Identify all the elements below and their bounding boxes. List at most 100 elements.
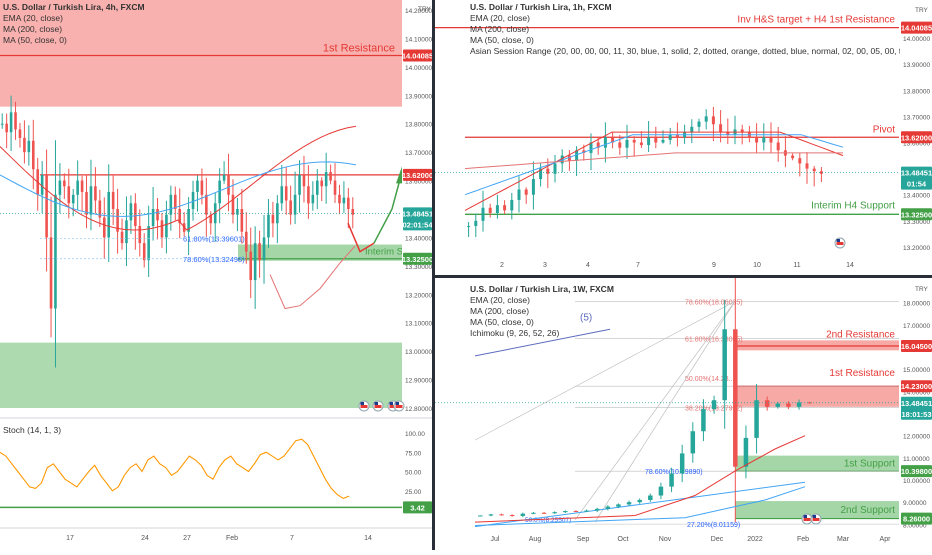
vertical-divider[interactable] [432,0,435,550]
c1h-candle [467,226,471,228]
c4h-candle [218,180,221,204]
c1h-candle [517,189,521,200]
pivot-price-tag: 13.62000 [901,133,932,142]
chart-1h-ma50: MA (50, close, 0) [470,35,534,45]
y-tick-label: 13.40000 [405,235,432,242]
c4h-candle [209,214,213,224]
res2-label: 2nd Resistance [826,329,895,340]
chart-1w[interactable]: 2nd Resistance 1st Resistance 1st Support 2… [435,273,932,550]
y-tick-label: 11.00000 [903,456,930,463]
chart-4h-stoch-title: Stoch (14, 1, 3) [3,425,62,435]
x-tick-label: 14 [364,535,372,542]
res2-price-tag: 16.04500 [901,342,932,351]
y-tick-label: 13.70000 [405,150,432,157]
c1h-candle [539,168,543,180]
c4h-candle [227,174,230,195]
ma200-line [269,245,356,310]
c1w-candle [531,512,536,514]
c4h-candle [129,203,133,221]
sup1-price-tag: 10.39800 [901,467,932,476]
c4h-candle [231,194,235,215]
flag-icon-canton [389,402,393,405]
c1w-candle [584,510,589,512]
c1h-candle [647,137,651,146]
c1w-candle [520,513,526,516]
pivot-price-tag: 13.62000 [402,171,432,180]
ma50-line [0,161,357,217]
fib-fan-line [594,301,736,523]
y-tick-label: 12.00000 [903,434,930,441]
countdown-tag: 02:01:54 [402,220,432,229]
support-price-tag-box [403,252,432,265]
y-tick-label: 13.00000 [405,349,432,356]
c1h-candle [661,139,665,143]
sup2-price-tag: 8.26000 [903,515,930,524]
chart-1w-header: U.S. Dollar / Turkish Lira, 1W, FXCM EMA… [470,284,614,339]
c1h-candle [762,137,766,143]
c1w-candle [775,403,781,407]
c4h-candle [240,209,244,232]
chart-1h-panel[interactable]: Inv H&S target + H4 1st Resistance Pivot I… [435,0,932,275]
interim-support-label: Interim Support [365,246,430,257]
chart-1h[interactable]: Inv H&S target + H4 1st Resistance Pivot I… [435,0,932,275]
c1h-candle [524,189,528,195]
c1w-candle [541,512,547,514]
bearish-arrow [347,222,375,253]
c1h-candle [553,163,557,174]
c1h-candle [603,137,607,148]
chart-4h-ma200: MA (200, close) [3,24,63,34]
chart-1w-panel[interactable]: 2nd Resistance 1st Resistance 1st Support 2… [435,273,932,550]
c4h-candle [85,191,88,215]
c4h-candle [151,209,155,227]
c4h-candle [142,243,146,261]
countdown-tag-box [901,177,932,190]
trend-line [474,328,611,357]
y-tick-label: 10.00000 [903,478,930,485]
c1h-candle [776,142,780,151]
c1w-candle [616,504,621,507]
flag-icon-stripe [803,518,811,521]
y-tick-label: 12.90000 [405,378,432,385]
res2-zone [735,340,899,351]
c4h-candle [293,194,297,215]
c1h-candle [812,168,816,172]
c1h-candle [726,132,730,135]
c4h-candle [80,180,84,192]
fib-786-label: 78.60%(13.32498) [183,255,245,264]
y-tick-label: 17.00000 [903,323,930,330]
c1h-candle [690,126,694,133]
chart-1h-ma200: MA (200, close) [470,24,530,34]
flag-icon-canton [395,402,399,405]
c1h-candle [582,150,586,153]
res1-label: 1st Resistance [829,368,895,379]
c4h-candle [116,209,119,232]
c4h-candle [9,112,13,133]
c4h-candle [271,214,275,224]
c4h-candle [160,220,164,238]
flag-icon-stripe [836,242,844,245]
y-tick-label: 13.30000 [405,264,432,271]
c1w-candle [786,403,791,407]
c4h-candle [196,180,199,192]
c4h-candle [71,194,75,204]
flag-icon-stripe [389,405,397,408]
y-tick-label: 9.00000 [903,500,927,507]
x-tick-label: 14 [846,262,854,269]
bullish-arrow [373,171,403,244]
chart-1w-ichimoku: Ichimoku (9, 26, 52, 26) [470,328,560,338]
x-tick-label: Dec [711,536,724,543]
c4h-candle [98,200,102,218]
x-tick-label: Jul [491,536,500,543]
countdown-tag: 01:54 [907,180,927,189]
support-price-tag: 13.32500 [901,210,932,219]
chart-4h-ma50: MA (50, close, 0) [3,35,67,45]
flag-icon-canton [374,402,378,405]
horizontal-divider[interactable] [435,275,932,278]
y-tick-label: 13.20000 [903,245,930,252]
sup1-label: 1st Support [844,458,895,469]
c4h-candle [40,174,44,195]
fib-786-low-label: 78.60%(10.39890) [645,469,703,476]
c1h-candle [503,205,507,211]
